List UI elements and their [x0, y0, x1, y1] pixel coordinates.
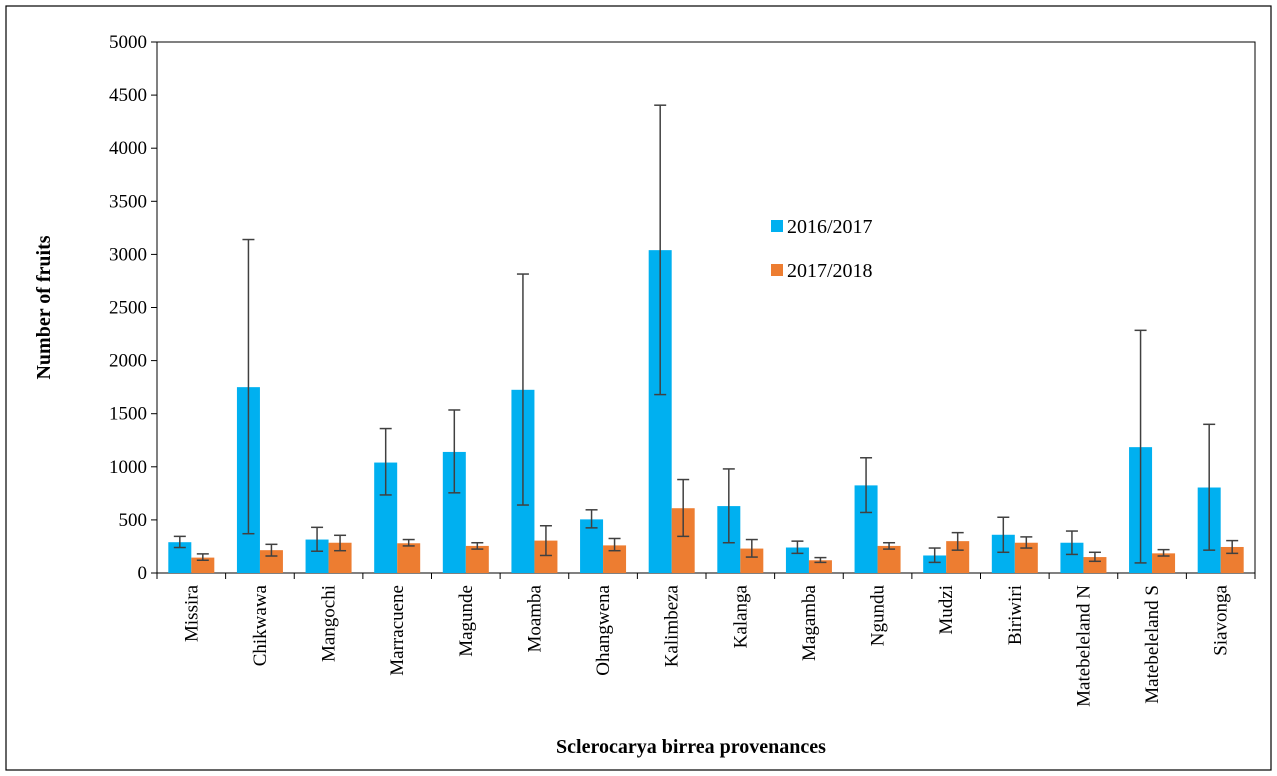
y-tick-label: 4500 — [109, 85, 147, 106]
x-category-label: Marracuene — [387, 585, 408, 676]
bar-2017-2018 — [671, 508, 695, 573]
bar-2017-2018 — [603, 545, 627, 573]
bar-2016-2017 — [168, 542, 192, 573]
x-category-label: Missira — [181, 584, 202, 642]
x-category-label: Mangochi — [319, 585, 340, 662]
x-category-label: Moamba — [524, 584, 545, 652]
chart-frame — [5, 5, 1272, 771]
x-category-label: Ohangwena — [593, 584, 614, 675]
bar-2017-2018 — [1014, 542, 1038, 573]
x-category-label: Mudzi — [936, 585, 957, 635]
legend-swatch — [771, 264, 783, 276]
bar-2016-2017 — [1060, 542, 1084, 573]
bar-2016-2017 — [648, 250, 672, 574]
y-tick-label: 5000 — [109, 32, 147, 53]
x-category-label: Chikwawa — [250, 584, 271, 666]
y-tick-label: 1000 — [109, 457, 147, 478]
bar-2017-2018 — [808, 560, 832, 573]
bar-2017-2018 — [534, 540, 558, 573]
legend-swatch — [771, 220, 783, 232]
legend-label: 2017/2018 — [787, 260, 873, 282]
bar-2016-2017 — [854, 485, 878, 573]
x-category-label: Kalanga — [730, 584, 751, 648]
bar-2017-2018 — [740, 548, 764, 573]
y-tick-label: 3500 — [109, 191, 147, 212]
bar-2016-2017 — [374, 462, 398, 573]
x-category-label: Siavonga — [1211, 584, 1232, 655]
x-category-label: Biriwiri — [1005, 585, 1026, 645]
y-tick-label: 2000 — [109, 351, 147, 372]
bar-2017-2018 — [465, 545, 489, 573]
bar-2017-2018 — [946, 541, 970, 573]
x-category-label: Matebeleland S — [1142, 585, 1163, 704]
bar-2016-2017 — [580, 519, 604, 573]
legend-label: 2016/2017 — [787, 216, 873, 238]
bar-2017-2018 — [877, 545, 901, 573]
y-tick-label: 3000 — [109, 244, 147, 265]
x-category-label: Magunde — [456, 585, 477, 657]
y-tick-label: 1500 — [109, 404, 147, 425]
x-category-label: Matebeleland N — [1073, 585, 1094, 707]
bar-2016-2017 — [305, 539, 329, 573]
bar-2016-2017 — [923, 555, 947, 573]
x-axis-title: Sclerocarya birrea provenances — [556, 736, 826, 758]
bar-2016-2017 — [442, 451, 466, 573]
plot-area-border — [156, 41, 1256, 574]
y-tick-label: 500 — [119, 510, 148, 531]
x-category-label: Ngundu — [868, 585, 889, 647]
y-tick-label: 0 — [138, 563, 148, 584]
bar-2016-2017 — [991, 534, 1015, 573]
y-tick-label: 2500 — [109, 298, 147, 319]
bar-2017-2018 — [191, 557, 215, 573]
x-category-label: Magamba — [799, 584, 820, 661]
bar-2017-2018 — [1152, 553, 1176, 573]
y-axis-title: Number of fruits — [33, 235, 55, 379]
y-tick-label: 4000 — [109, 138, 147, 159]
x-category-label: Kalimbeza — [662, 584, 683, 667]
bar-2017-2018 — [397, 543, 421, 573]
